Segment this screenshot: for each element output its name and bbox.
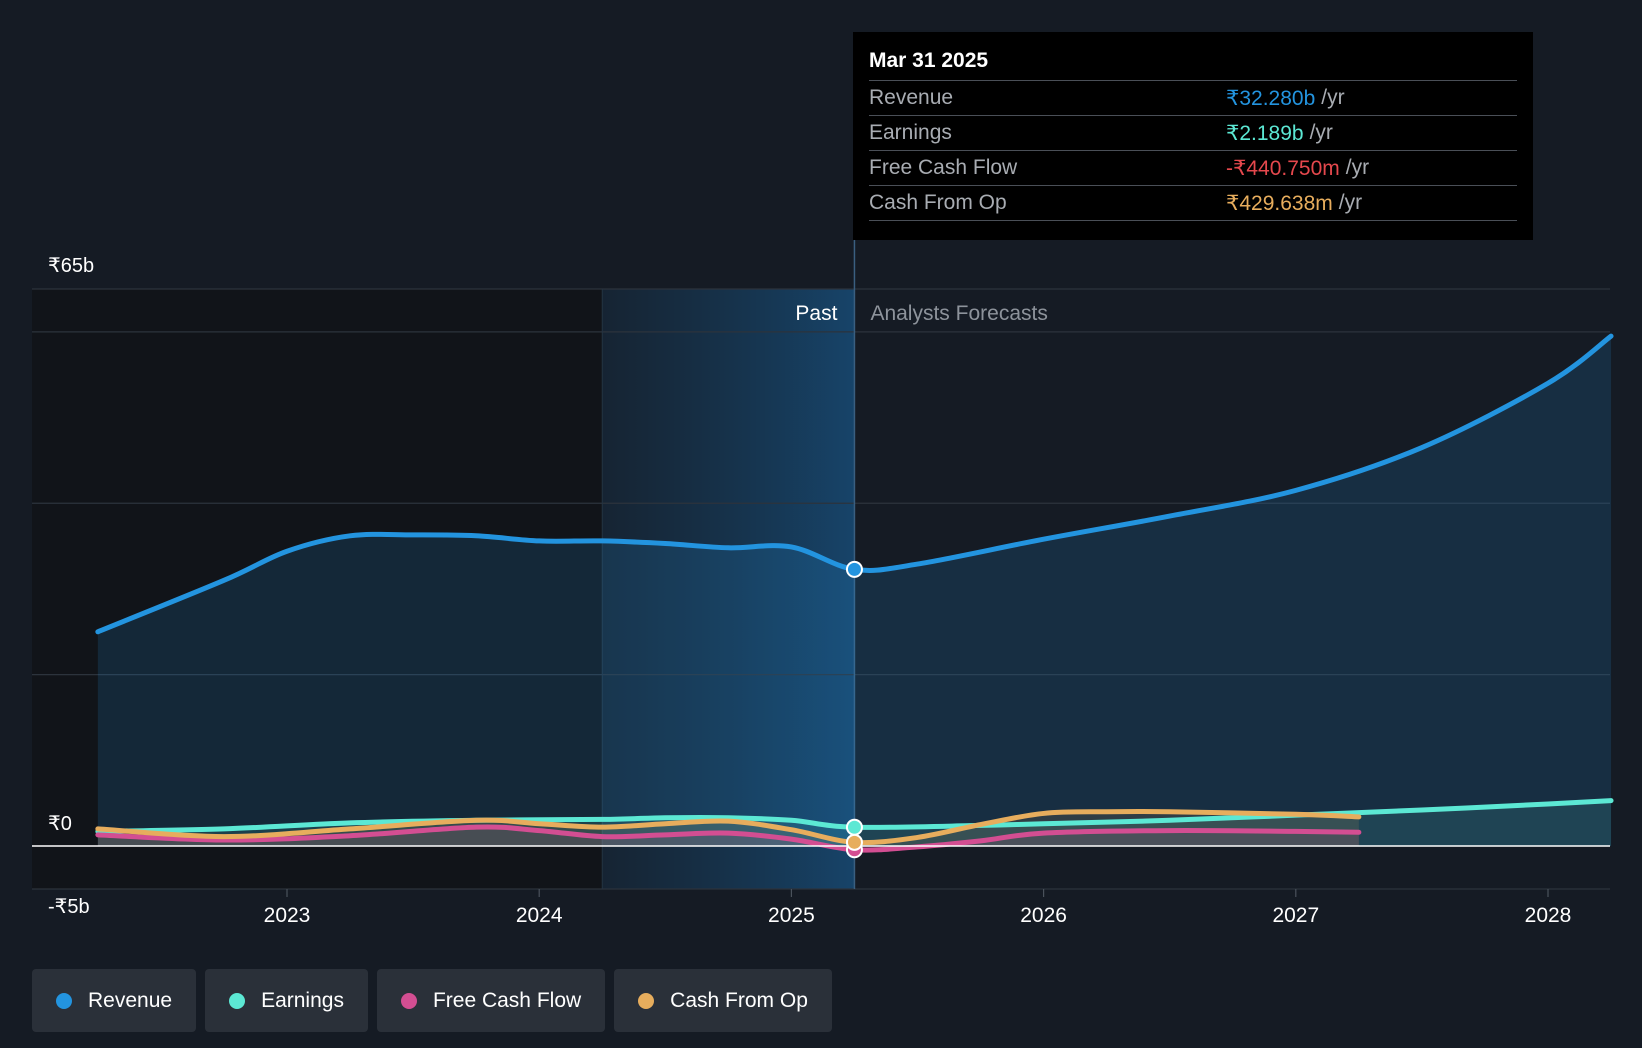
legend-label: Free Cash Flow [432, 988, 582, 1012]
tooltip-row-free-cash-flow: Free Cash Flow -₹440.750m /yr [869, 150, 1517, 185]
tooltip-label: Free Cash Flow [869, 156, 1018, 179]
highlight-region [602, 289, 855, 889]
legend-dot-icon [638, 992, 655, 1009]
tooltip-value: ₹429.638m [1226, 191, 1333, 215]
line-free-cash-flow [95, 824, 1362, 853]
tooltip-row-cash-from-op: Cash From Op ₹429.638m /yr [869, 185, 1517, 221]
forecast-label: Analysts Forecasts [870, 302, 1047, 325]
past-region [32, 289, 603, 889]
area-revenue [97, 336, 1612, 846]
legend: Revenue Earnings Free Cash Flow Cash Fro… [32, 969, 832, 1032]
y-tick-label: ₹65b [48, 255, 94, 277]
tooltip-value: -₹440.750m [1226, 156, 1340, 180]
tooltip-label: Revenue [869, 86, 954, 109]
marker-earnings [845, 818, 863, 836]
line-cash-from-op [95, 808, 1362, 846]
tooltip-unit: /yr [1321, 86, 1345, 109]
tooltip-date: Mar 31 2025 [869, 49, 989, 72]
x-tick-label: 2024 [516, 904, 563, 927]
x-tick-label: 2028 [1525, 904, 1572, 927]
y-tick-label: ₹0 [48, 813, 72, 835]
line-earnings [95, 798, 1614, 834]
y-tick-label: -₹5b [48, 896, 90, 918]
legend-item-earnings[interactable]: Earnings [205, 969, 368, 1032]
x-tick-label: 2026 [1020, 904, 1067, 927]
area-earnings [97, 800, 1612, 846]
x-tick-label: 2027 [1272, 904, 1319, 927]
legend-item-revenue[interactable]: Revenue [32, 969, 197, 1032]
legend-dot-icon [400, 992, 417, 1009]
legend-dot-icon [56, 992, 72, 1009]
legend-label: Revenue [88, 988, 173, 1012]
tooltip-unit: /yr [1309, 121, 1333, 144]
tooltip-row-earnings: Earnings ₹2.189b /yr [869, 115, 1517, 150]
legend-item-cash-from-op[interactable]: Cash From Op [614, 969, 832, 1032]
tooltip-unit: /yr [1338, 191, 1363, 214]
tooltip-unit: /yr [1345, 156, 1370, 179]
past-label: Past [795, 302, 837, 325]
line-revenue [95, 333, 1614, 635]
legend-dot-icon [229, 992, 246, 1009]
tooltip: Mar 31 2025 Revenue ₹32.280b /yr Earning… [853, 32, 1533, 240]
legend-item-free-cash-flow[interactable]: Free Cash Flow [376, 969, 606, 1032]
area-cash-from-op [97, 811, 1359, 846]
tooltip-label: Cash From Op [869, 191, 1007, 214]
marker-cash-from-op [845, 833, 863, 851]
tooltip-value: ₹2.189b [1226, 121, 1304, 145]
x-tick-label: 2025 [768, 904, 815, 927]
x-tick-label: 2023 [264, 904, 311, 927]
tooltip-label: Earnings [869, 121, 952, 144]
marker-revenue [845, 560, 863, 578]
tooltip-row-revenue: Revenue ₹32.280b /yr [869, 80, 1517, 115]
tooltip-value: ₹32.280b [1226, 86, 1316, 110]
legend-label: Earnings [261, 988, 344, 1012]
legend-label: Cash From Op [670, 988, 808, 1012]
